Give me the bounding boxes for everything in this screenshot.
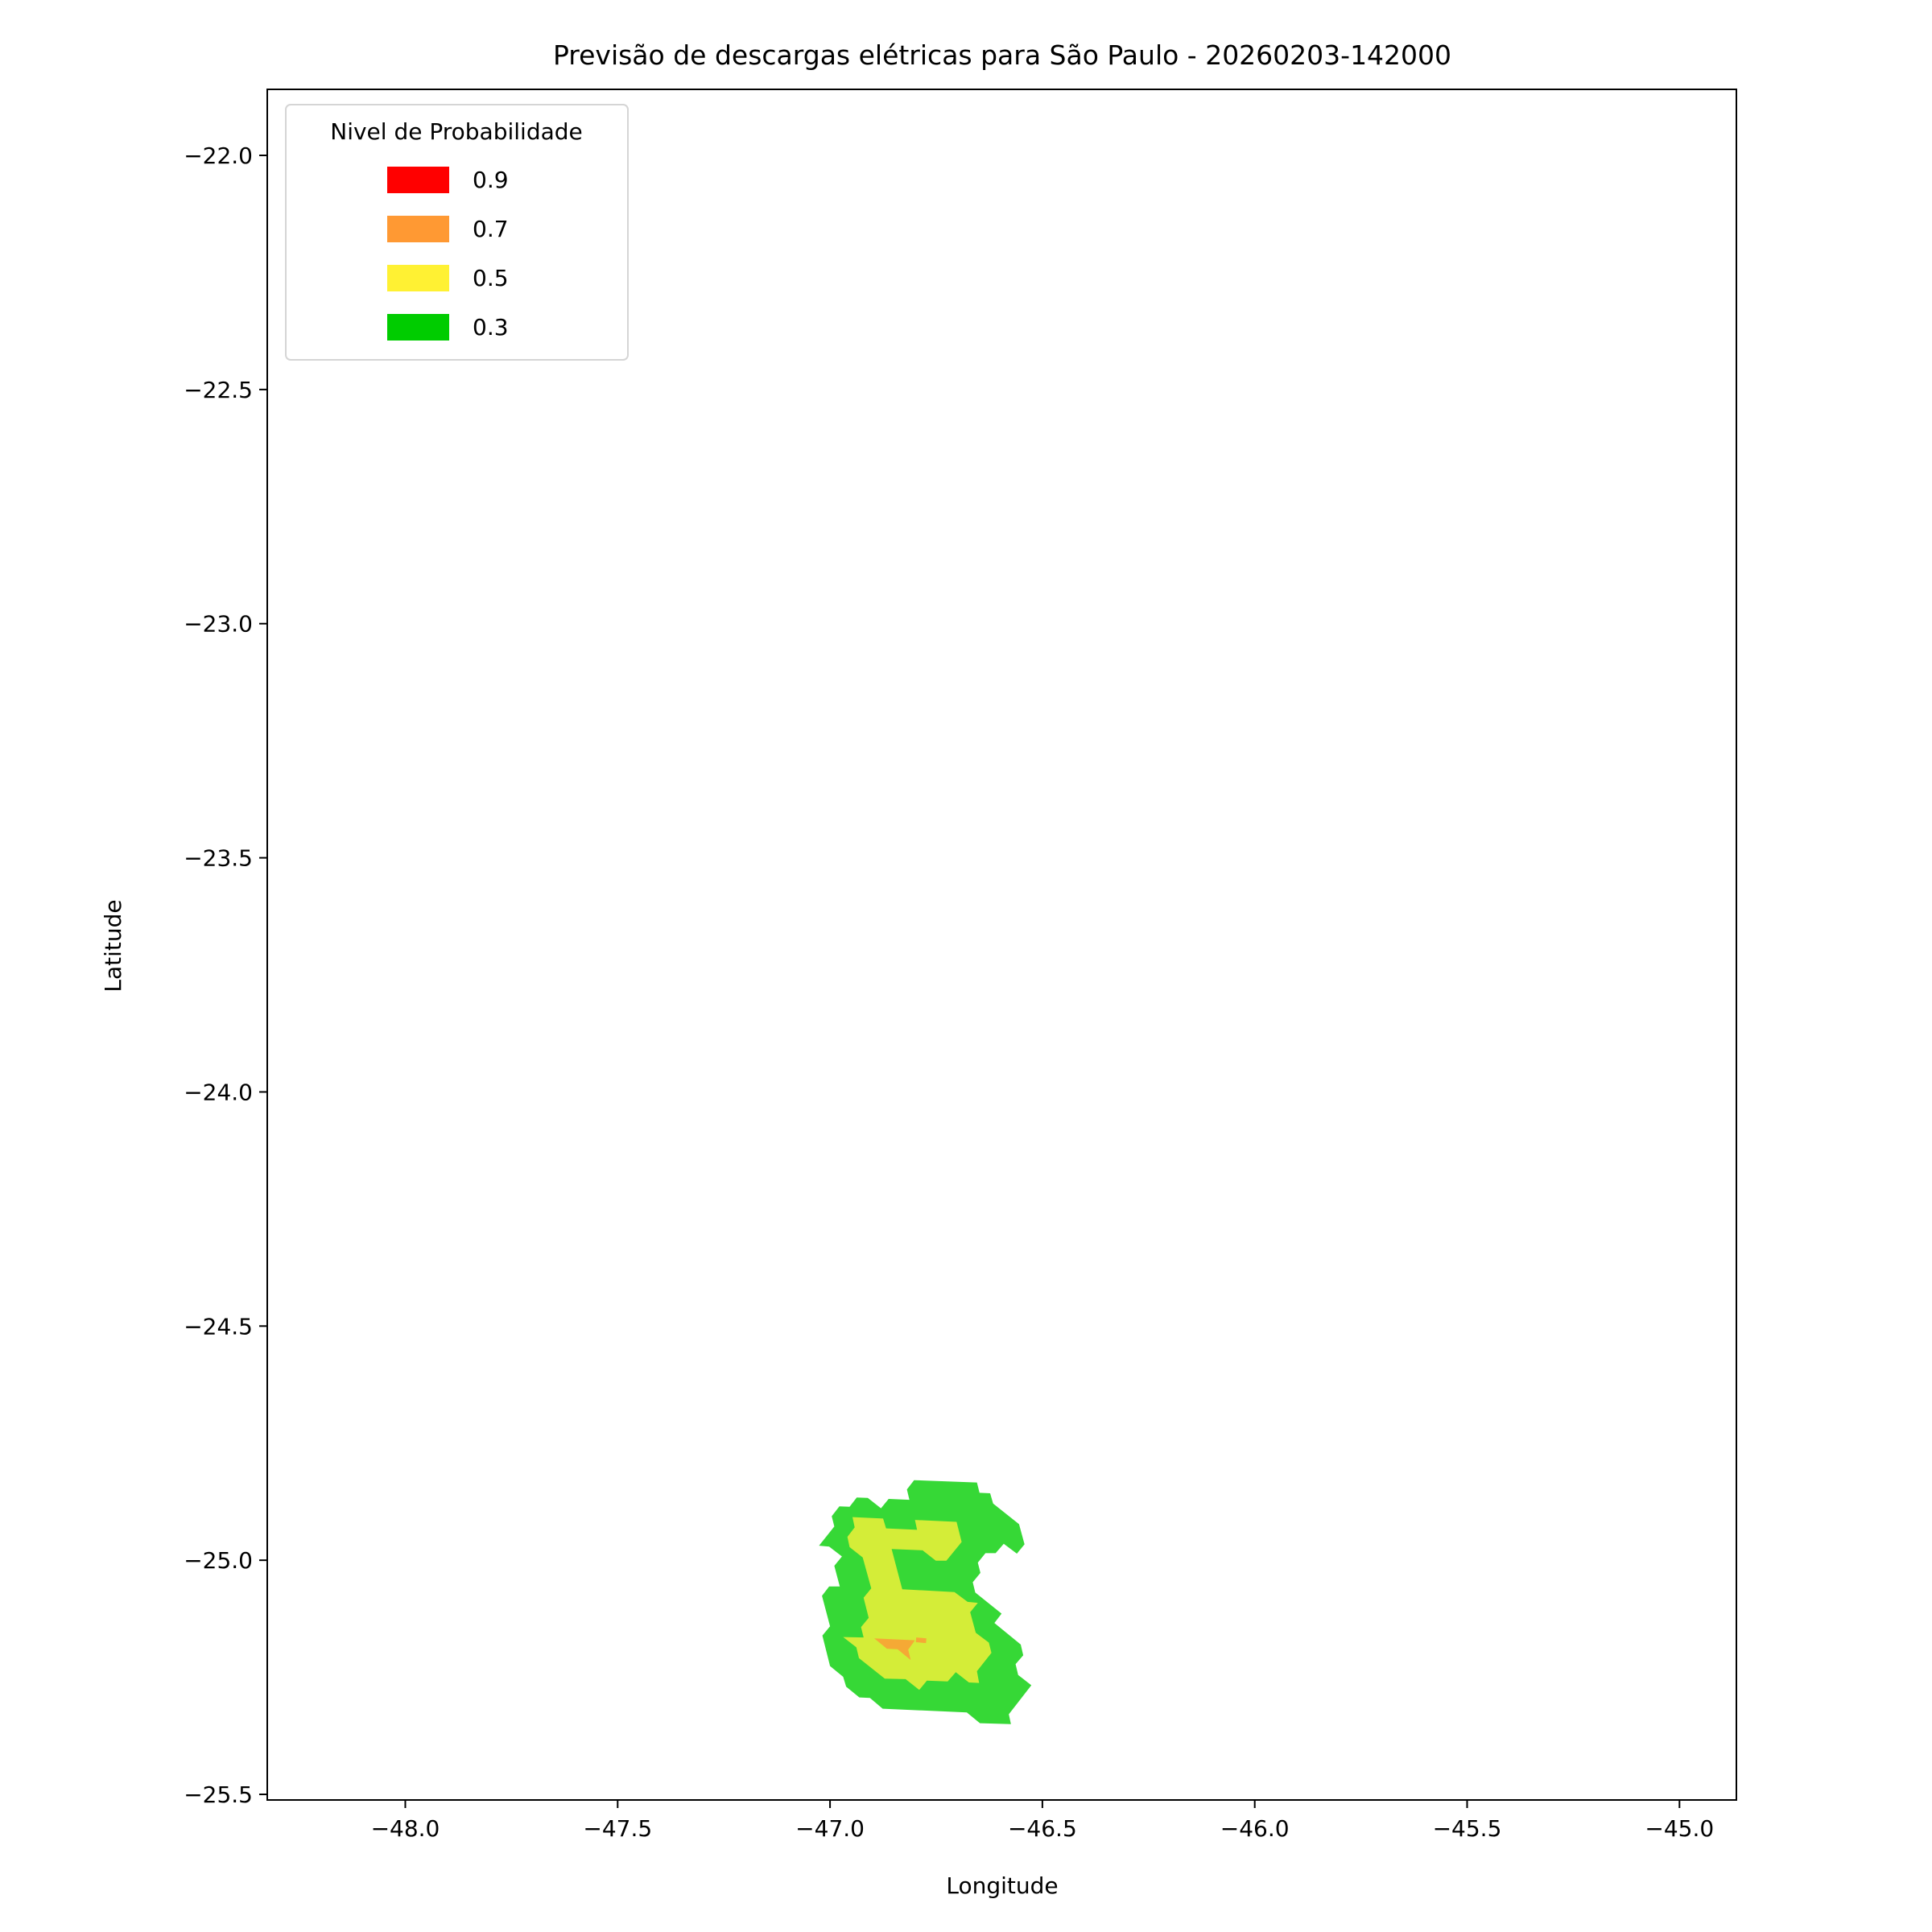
plot-frame: [266, 89, 1737, 1801]
y-tick-label: −25.0: [184, 1547, 253, 1574]
legend-label: 0.5: [473, 265, 509, 291]
legend-label: 0.3: [473, 314, 509, 341]
x-tick-label: −48.0: [371, 1815, 440, 1842]
contour-region-0.5-0: [843, 1517, 992, 1690]
x-axis: −48.0 −47.5 −47.0 −46.5 −46.0 −45.5 −45.0: [371, 1800, 1714, 1842]
y-axis-label: Latitude: [100, 899, 126, 992]
y-tick-label: −25.5: [184, 1781, 253, 1808]
x-tick-label: −47.5: [583, 1815, 652, 1842]
legend-swatch-0.9: [387, 167, 449, 193]
legend-box: [285, 104, 629, 361]
legend: Nivel de Probabilidade 0.9 0.7 0.5 0.3: [285, 104, 629, 361]
x-axis-label: Longitude: [946, 1872, 1058, 1899]
y-tick-label: −23.5: [184, 845, 253, 872]
x-tick-label: −45.0: [1645, 1815, 1714, 1842]
y-tick-label: −23.0: [184, 611, 253, 638]
y-tick-label: −24.5: [184, 1313, 253, 1340]
contour-region-0.7-0: [874, 1638, 915, 1661]
contour-regions: [819, 1480, 1032, 1724]
x-tick-label: −47.0: [795, 1815, 865, 1842]
x-tick-label: −46.5: [1008, 1815, 1077, 1842]
x-tick-label: −46.0: [1220, 1815, 1290, 1842]
y-axis: −22.0 −22.5 −23.0 −23.5 −24.0 −24.5 −25.0 −25.5: [184, 142, 267, 1808]
chart-title: Previsão de descargas elétricas para São…: [553, 39, 1451, 71]
contour-region-0.7-1: [915, 1637, 927, 1644]
y-tick-label: −22.5: [184, 377, 253, 403]
legend-swatch-0.3: [387, 314, 449, 341]
y-tick-label: −22.0: [184, 142, 253, 169]
legend-swatch-0.5: [387, 265, 449, 291]
legend-title: Nivel de Probabilidade: [330, 118, 583, 145]
x-tick-label: −45.5: [1433, 1815, 1502, 1842]
legend-label: 0.7: [473, 216, 509, 242]
legend-label: 0.9: [473, 167, 509, 193]
legend-swatch-0.7: [387, 216, 449, 242]
y-tick-label: −24.0: [184, 1079, 253, 1105]
